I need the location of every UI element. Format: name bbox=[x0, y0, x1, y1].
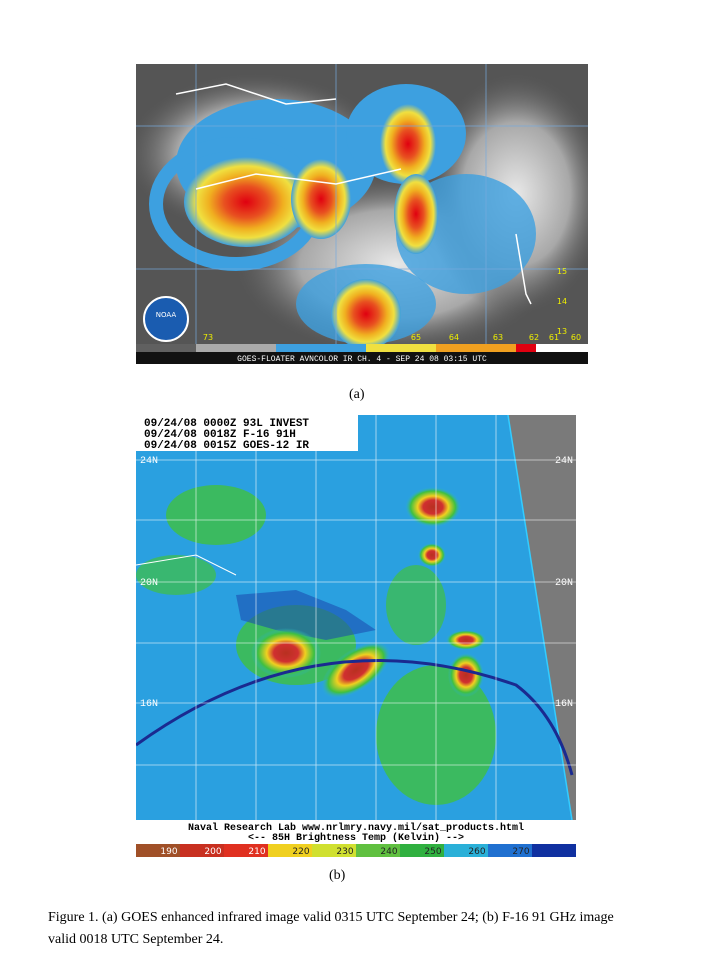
footer-line: <-- 85H Brightness Temp (Kelvin) --> bbox=[248, 832, 464, 844]
colorbar-label: 250 bbox=[424, 847, 441, 857]
moisture bbox=[166, 485, 266, 545]
coastline bbox=[195, 168, 402, 190]
figure-label: (b) bbox=[329, 868, 346, 883]
colorbar-label: 240 bbox=[380, 847, 397, 857]
longitude-label: 73 bbox=[203, 333, 213, 342]
colorbar-cell bbox=[532, 844, 576, 857]
figure-a-image: NOAA 73 65 64 63 62 61 60 15 14 13 GOES-FLOATER … bbox=[136, 64, 588, 364]
moisture bbox=[386, 565, 446, 645]
convection bbox=[418, 543, 446, 567]
latitude-label: 15 bbox=[557, 267, 567, 276]
coastline bbox=[175, 83, 337, 105]
caption-line: valid 0018 UTC September 24. bbox=[48, 932, 224, 947]
grid bbox=[136, 64, 588, 352]
swath-arc bbox=[136, 659, 574, 776]
convection bbox=[448, 653, 484, 697]
colorbar-cell bbox=[180, 844, 225, 857]
convection bbox=[251, 628, 321, 678]
ir-region bbox=[508, 415, 576, 820]
convection bbox=[291, 159, 351, 239]
convection bbox=[321, 641, 391, 699]
colorbar-cell bbox=[136, 844, 181, 857]
figure-label: (a) bbox=[349, 387, 365, 402]
longitude-label: 60 bbox=[571, 333, 581, 342]
banner: GOES-FLOATER AVNCOLOR IR CH. 4 - SEP 24 … bbox=[237, 355, 487, 364]
colorbar-label: 190 bbox=[160, 847, 177, 857]
colorbar-cell bbox=[356, 844, 401, 857]
colorbar-label: 210 bbox=[248, 847, 265, 857]
convection bbox=[394, 174, 438, 254]
colorbar-label: 270 bbox=[512, 847, 529, 857]
colorbar-cell bbox=[312, 844, 357, 857]
colorbar-cell bbox=[488, 844, 533, 857]
longitude-label: 63 bbox=[493, 333, 503, 342]
longitude-label: 65 bbox=[411, 333, 421, 342]
colorbar-cell bbox=[224, 844, 269, 857]
footer-line: Naval Research Lab www.nrlmry.navy.mil/s… bbox=[188, 822, 524, 834]
colorbar-cell bbox=[268, 844, 313, 857]
longitude-label: 61 bbox=[549, 333, 559, 342]
coastline bbox=[515, 233, 532, 305]
latitude-label: 14 bbox=[557, 297, 567, 306]
header-box bbox=[136, 415, 358, 451]
logo bbox=[143, 296, 189, 342]
latitude-label: 20N bbox=[555, 578, 573, 589]
longitude-label: 62 bbox=[529, 333, 539, 342]
latitude-label: 16N bbox=[555, 699, 573, 710]
latitude-label: 24N bbox=[140, 456, 158, 467]
convection bbox=[446, 630, 486, 650]
latitude-label: 16N bbox=[140, 699, 158, 710]
colorbar-label: 200 bbox=[204, 847, 221, 857]
colorbar-label: 230 bbox=[336, 847, 353, 857]
color-strip bbox=[136, 344, 588, 352]
latitude-label: 13 bbox=[557, 327, 567, 336]
grid bbox=[136, 415, 576, 820]
convection bbox=[405, 487, 461, 527]
colorbar-cell bbox=[400, 844, 445, 857]
latitude-label: 24N bbox=[555, 456, 573, 467]
convection bbox=[380, 104, 436, 184]
colorbar-label: 260 bbox=[468, 847, 485, 857]
footer-box bbox=[136, 820, 576, 843]
logo-text: NOAA bbox=[156, 311, 177, 319]
header-line: 09/24/08 0000Z 93L INVEST bbox=[144, 418, 309, 430]
convection bbox=[331, 279, 401, 349]
colorbar-label: 220 bbox=[292, 847, 309, 857]
latitude-label: 20N bbox=[140, 578, 158, 589]
landmass bbox=[236, 590, 376, 640]
banner-bar bbox=[136, 352, 588, 364]
swath-edge bbox=[507, 415, 573, 821]
moisture bbox=[136, 555, 216, 595]
longitude-label: 64 bbox=[449, 333, 459, 342]
convection bbox=[184, 157, 308, 247]
colorbar-cell bbox=[444, 844, 489, 857]
header-line: 09/24/08 0015Z GOES-12 IR bbox=[144, 440, 309, 452]
header-line: 09/24/08 0018Z F-16 91H bbox=[144, 429, 296, 441]
caption-line: Figure 1. (a) GOES enhanced infrared ima… bbox=[48, 910, 614, 925]
